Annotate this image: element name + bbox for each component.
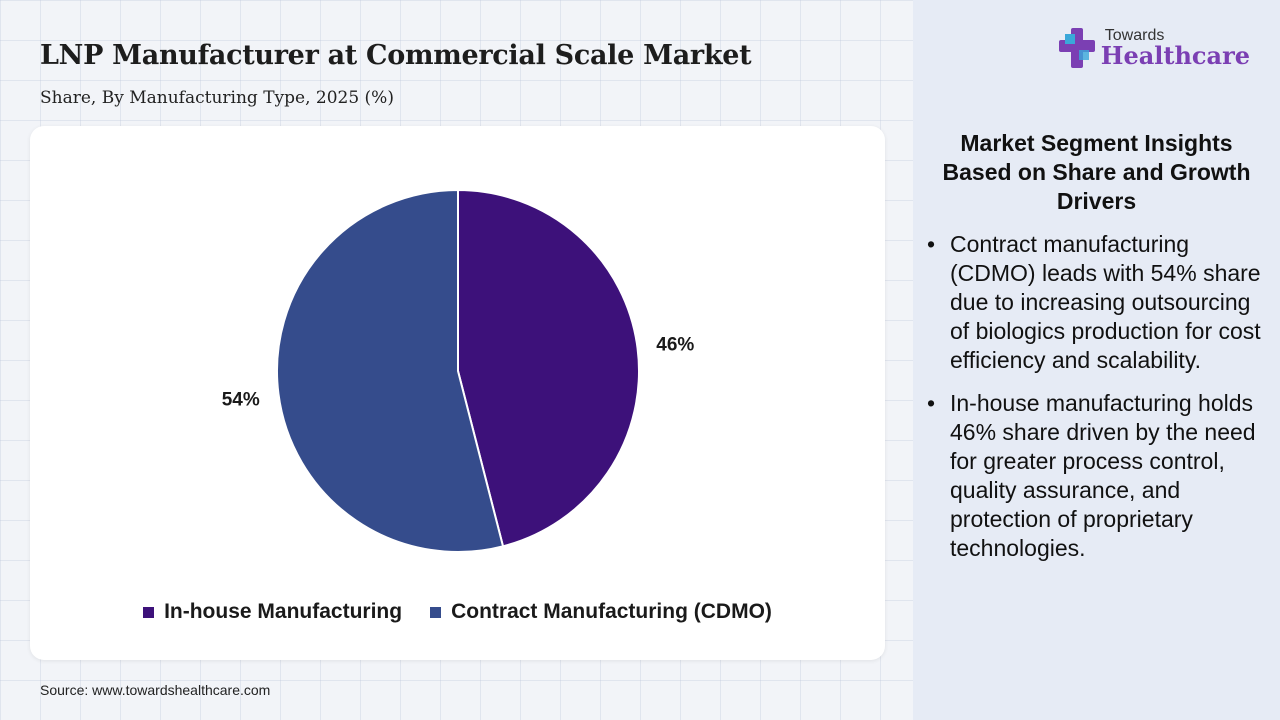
chart-card: 46% 54% In-house Manufacturing Contract M… [30,126,885,660]
insights-list: • Contract manufacturing (CDMO) leads wi… [923,230,1263,577]
data-label-in-house: 46% [656,335,694,356]
insight-item-cdmo: • Contract manufacturing (CDMO) leads wi… [923,230,1263,375]
legend-swatch-cdmo [430,606,442,618]
legend-label-in-house: In-house Manufacturing [164,600,403,623]
insights-heading: Market Segment Insights Based on Share a… [942,130,1251,214]
bullet-icon: • [927,231,936,257]
medical-cross-icon [1058,28,1095,68]
insight-text-in-house: In-house manufacturing holds 46% share d… [950,390,1256,561]
pie-slice-cdmo [276,188,505,553]
data-label-cdmo: 54% [222,389,260,410]
insights-panel: Towards Healthcare Market Segment Insigh… [913,0,1280,720]
insight-text-cdmo: Contract manufacturing (CDMO) leads with… [950,231,1261,373]
insight-item-in-house: • In-house manufacturing holds 46% share… [923,389,1263,563]
chart-title: LNP Manufacturer at Commercial Scale Mar… [40,40,752,71]
towards-healthcare-logo: Towards Healthcare [1057,26,1250,70]
legend-swatch-in-house [143,606,155,618]
pie-chart: 46% 54% [222,188,694,553]
legend-label-cdmo: Contract Manufacturing (CDMO) [451,600,772,623]
chart-legend: In-house Manufacturing Contract Manufact… [30,600,885,624]
legend-item-cdmo: Contract Manufacturing (CDMO) [430,600,772,624]
pie-slice-in-house [457,188,640,548]
logo-text-towards: Towards [1104,27,1165,44]
logo-text-healthcare: Healthcare [1100,41,1250,70]
bullet-icon: • [927,390,936,416]
source-note: Source: www.towardshealthcare.com [40,682,271,698]
legend-item-in-house: In-house Manufacturing [143,600,402,624]
chart-subtitle: Share, By Manufacturing Type, 2025 (%) [40,88,394,108]
